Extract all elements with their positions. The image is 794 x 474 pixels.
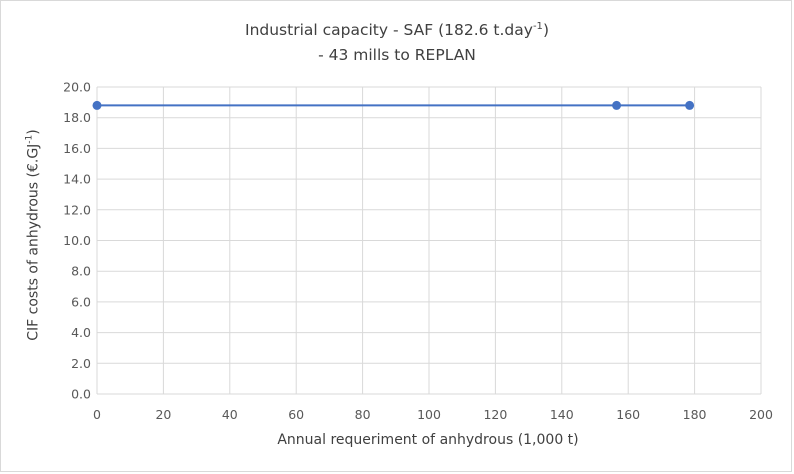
data-point — [92, 100, 102, 110]
y-tick-label: 10.0 — [63, 233, 91, 248]
x-tick-label: 100 — [417, 407, 441, 422]
x-tick-label: 60 — [288, 407, 304, 422]
y-tick-label: 2.0 — [71, 356, 91, 371]
chart-title-line-1: Industrial capacity - SAF (182.6 t.day-1… — [245, 21, 549, 40]
x-tick-label: 140 — [550, 407, 574, 422]
y-tick-label: 12.0 — [63, 202, 91, 217]
y-tick-label: 6.0 — [71, 294, 91, 309]
data-point — [685, 100, 695, 110]
title-superscript: -1 — [532, 21, 543, 32]
x-tick-label: 120 — [483, 407, 507, 422]
y-tick-label: 4.0 — [71, 325, 91, 340]
y-tick-label: 16.0 — [63, 141, 91, 156]
x-tick-label: 80 — [355, 407, 371, 422]
x-tick-label: 200 — [749, 407, 773, 422]
x-axis-label: Annual requeriment of anhydrous (1,000 t… — [277, 432, 579, 448]
x-tick-label: 20 — [155, 407, 171, 422]
y-tick-label: 0.0 — [71, 387, 91, 402]
x-tick-label: 40 — [222, 407, 238, 422]
y-tick-label: 18.0 — [63, 110, 91, 125]
x-tick-label: 0 — [93, 407, 101, 422]
y-tick-label: 8.0 — [71, 264, 91, 279]
x-tick-label: 180 — [683, 407, 707, 422]
x-tick-label: 160 — [616, 407, 640, 422]
chart-title-line-2: - 43 mills to REPLAN — [318, 46, 476, 64]
y-tick-label: 14.0 — [63, 172, 91, 187]
data-point — [612, 100, 622, 110]
y-tick-label: 20.0 — [63, 80, 91, 95]
